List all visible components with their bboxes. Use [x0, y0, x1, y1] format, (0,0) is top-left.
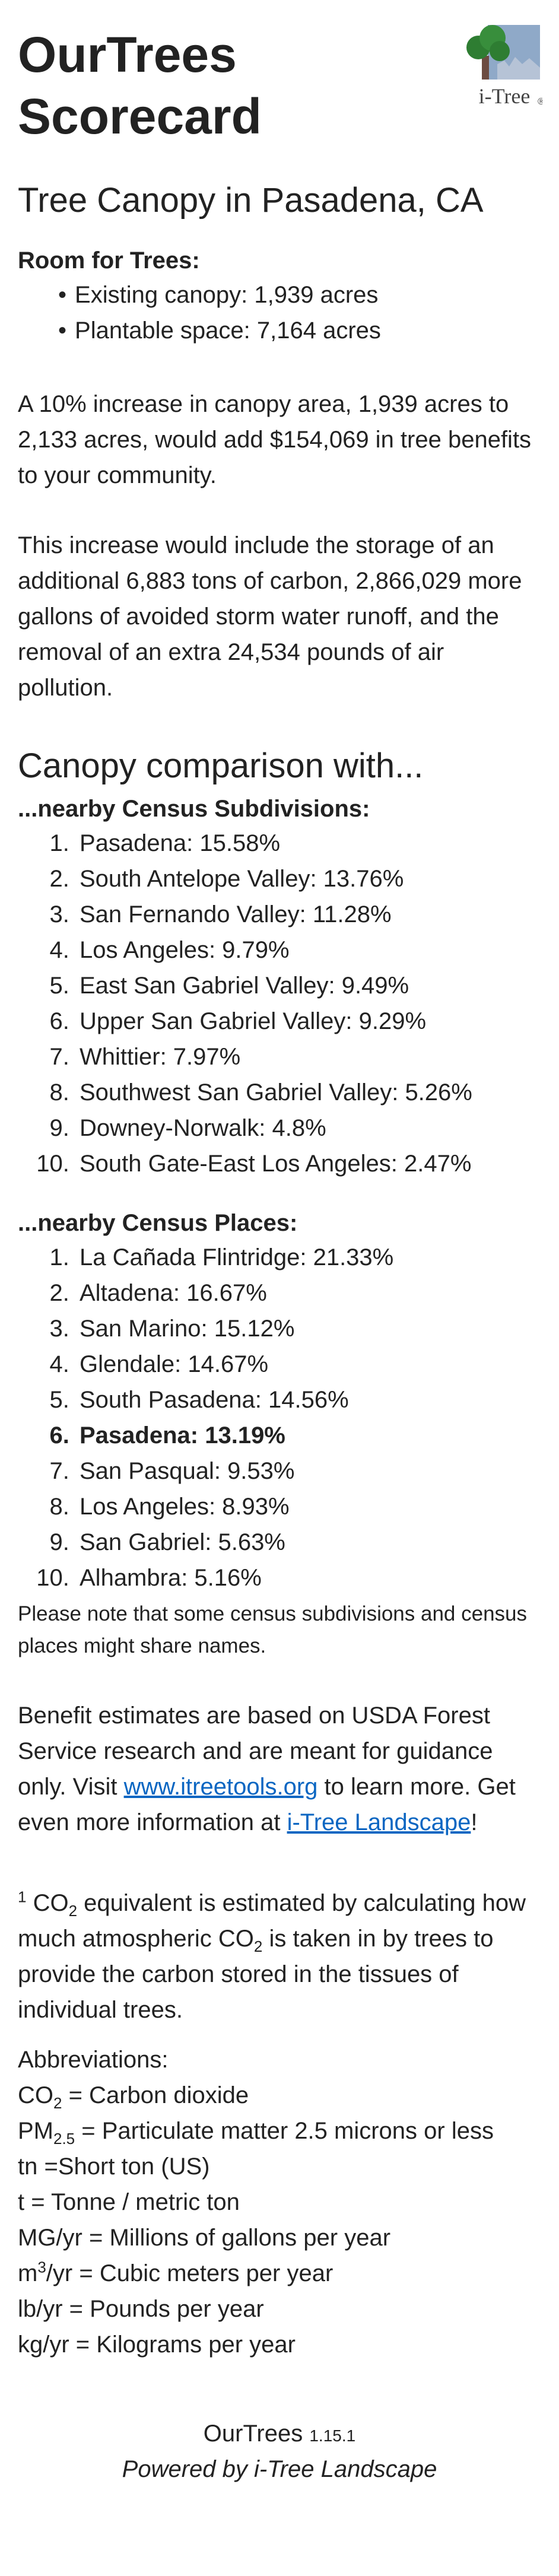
abbr-t: t = Tonne / metric ton: [18, 2189, 240, 2215]
benefit-text: !: [471, 1809, 478, 1835]
list-item-highlighted: Pasadena: 13.19%: [76, 1418, 541, 1453]
abbr-co2: CO2 = Carbon dioxide: [18, 2082, 249, 2112]
list-item: Altadena: 16.67%: [76, 1275, 541, 1311]
version-badge: 1.15.1: [309, 2426, 356, 2445]
itree-logo[interactable]: i-Tree ®: [465, 21, 545, 109]
footnote-text: is taken in by trees to provide the carb…: [18, 1926, 494, 2023]
abbr-m3: m3/yr = Cubic meters per year: [18, 2258, 334, 2286]
benefit-text: to learn more. Get even more information…: [18, 1774, 516, 1835]
benefits-paragraph: This increase would include the storage …: [18, 532, 522, 701]
benefit-text: Benefit estimates are based on USDA Fore…: [18, 1702, 493, 1800]
logo-trunk: [482, 56, 489, 80]
logo-skyline: [497, 57, 540, 80]
abbr-kg: kg/yr = Kilograms per year: [18, 2332, 296, 2358]
list-item: San Gabriel: 5.63%: [76, 1524, 541, 1560]
list-item: Southwest San Gabriel Valley: 5.26%: [76, 1075, 541, 1110]
list-item: San Pasqual: 9.53%: [76, 1453, 541, 1489]
list-item: San Fernando Valley: 11.28%: [76, 897, 541, 932]
list-item: Plantable space: 7,164 acres: [75, 313, 541, 348]
footnote-subscript: 2: [253, 1937, 263, 1955]
page-title: OurTrees Scorecard: [18, 27, 262, 144]
list-item: Los Angeles: 8.93%: [76, 1489, 541, 1524]
list-item: East San Gabriel Valley: 9.49%: [76, 968, 541, 1003]
abbr-mg: MG/yr = Millions of gallons per year: [18, 2225, 391, 2251]
canopy-increase-paragraph: A 10% increase in canopy area, 1,939 acr…: [18, 391, 532, 488]
list-item: Alhambra: 5.16%: [76, 1560, 541, 1596]
list-item: Los Angeles: 9.79%: [76, 932, 541, 968]
benefit-disclaimer: Benefit estimates are based on USDA Fore…: [18, 1698, 541, 1840]
abbr-pm25: PM2.5 = Particulate matter 2.5 microns o…: [18, 2118, 494, 2148]
itree-landscape-link[interactable]: i-Tree Landscape: [287, 1809, 471, 1835]
logo-text: i-Tree: [479, 84, 531, 108]
powered-by: Powered by i-Tree Landscape: [122, 2456, 437, 2482]
comparison-heading: Canopy comparison with...: [18, 747, 424, 785]
shared-names-note: Please note that some census subdivision…: [18, 1602, 528, 1657]
footer: OurTrees 1.15.1 Powered by i-Tree Landsc…: [18, 2417, 541, 2486]
list-item: La Cañada Flintridge: 21.33%: [76, 1240, 541, 1275]
places-label: ...nearby Census Places:: [18, 1210, 298, 1236]
list-item: South Antelope Valley: 13.76%: [76, 861, 541, 897]
list-item: Whittier: 7.97%: [76, 1039, 541, 1075]
list-item: Downey-Norwalk: 4.8%: [76, 1110, 541, 1146]
abbreviations: Abbreviations: CO2 = Carbon dioxide PM2.…: [18, 2042, 541, 2362]
list-item: South Gate-East Los Angeles: 2.47%: [76, 1146, 541, 1181]
itreetools-link[interactable]: www.itreetools.org: [123, 1774, 318, 1800]
subdivisions-label: ...nearby Census Subdivisions:: [18, 796, 370, 822]
list-item: Existing canopy: 1,939 acres: [75, 277, 541, 313]
abbr-lb: lb/yr = Pounds per year: [18, 2296, 264, 2322]
footnote-number: 1: [18, 1888, 27, 1906]
subdivisions-list: Pasadena: 15.58% South Antelope Valley: …: [18, 825, 541, 1181]
abbreviations-label: Abbreviations:: [18, 2047, 169, 2073]
tree-icon: i-Tree ®: [466, 25, 545, 108]
co2-footnote: 1 CO2 equivalent is estimated by calcula…: [18, 1885, 541, 2028]
list-item: Glendale: 14.67%: [76, 1346, 541, 1382]
footnote-subscript: 2: [68, 1902, 78, 1920]
places-list: La Cañada Flintridge: 21.33% Altadena: 1…: [18, 1240, 541, 1596]
footer-app-name: OurTrees 1.15.1: [203, 2421, 356, 2447]
list-item: South Pasadena: 14.56%: [76, 1382, 541, 1418]
logo-canopy-right: [490, 41, 510, 61]
room-for-trees-list: Existing canopy: 1,939 acres Plantable s…: [18, 277, 541, 348]
page: i-Tree ® OurTrees Scorecard Tree Canopy …: [0, 0, 559, 2486]
list-item: Upper San Gabriel Valley: 9.29%: [76, 1003, 541, 1039]
logo-mark: ®: [538, 97, 542, 107]
footnote-text: equivalent is estimated by calculating h…: [18, 1890, 526, 1952]
list-item: Pasadena: 15.58%: [76, 825, 541, 861]
scorecard-subtitle: Tree Canopy in Pasadena, CA: [18, 181, 484, 220]
list-item: San Marino: 15.12%: [76, 1311, 541, 1346]
footnote-text: CO: [26, 1890, 69, 1916]
room-for-trees-label: Room for Trees:: [18, 247, 200, 274]
abbr-tn: tn =Short ton (US): [18, 2153, 210, 2180]
